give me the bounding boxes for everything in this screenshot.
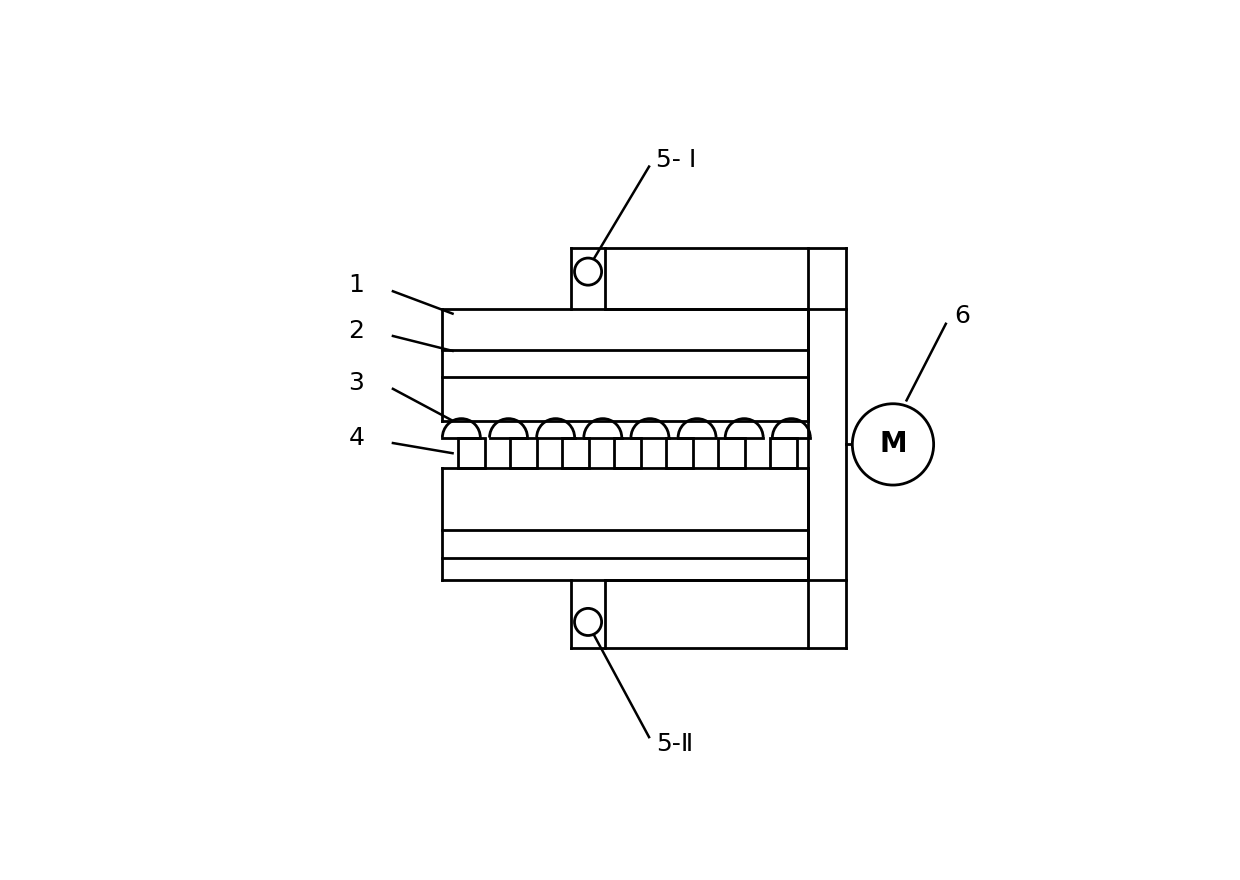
Circle shape [574,608,601,635]
Text: 3: 3 [348,371,365,395]
Text: 5- I: 5- I [656,148,696,172]
Text: 5-Ⅱ: 5-Ⅱ [656,732,693,756]
Text: 4: 4 [348,426,365,450]
Bar [614,437,641,468]
Text: M: M [879,430,906,458]
Circle shape [852,404,934,485]
Text: 1: 1 [348,273,365,297]
Bar [666,437,693,468]
Bar [458,437,485,468]
Bar [562,437,589,468]
Bar [510,437,537,468]
Bar [718,437,745,468]
Text: 6: 6 [954,304,970,327]
Bar [770,437,797,468]
Circle shape [574,258,601,285]
Text: 2: 2 [348,319,365,342]
